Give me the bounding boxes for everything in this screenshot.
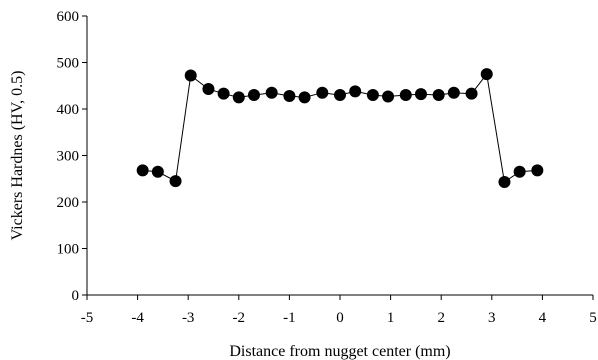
- x-tick-label: 3: [488, 310, 496, 326]
- axes: [82, 15, 594, 300]
- data-point: [513, 165, 526, 178]
- data-point: [265, 86, 278, 99]
- data-point: [382, 90, 395, 103]
- data-point: [334, 89, 346, 102]
- y-tick-label: 600: [57, 9, 80, 25]
- data-point: [202, 83, 215, 96]
- y-tick-label: 200: [57, 195, 80, 211]
- data-point: [531, 164, 544, 177]
- y-tick-label: 100: [57, 242, 80, 258]
- x-tick-label: -3: [182, 310, 195, 326]
- tick-labels: 0 100 200 300 400 500 600 -5 -4 -3 -2 -1 0 1 2 3 4 5: [57, 9, 597, 326]
- y-tick-label: 300: [57, 149, 80, 165]
- data-point: [316, 86, 329, 99]
- data-point: [480, 68, 493, 81]
- data-point: [349, 85, 362, 98]
- y-axis-title: Vickers Hardnes (HV, 0.5): [9, 71, 26, 241]
- data-point: [465, 87, 478, 100]
- y-tick-label: 500: [57, 56, 80, 72]
- data-point: [298, 91, 311, 104]
- y-tick-label: 0: [72, 288, 80, 304]
- x-tick-label: 2: [437, 310, 445, 326]
- data-point: [447, 86, 460, 99]
- x-tick-label: -1: [283, 310, 296, 326]
- x-tick-label: 0: [336, 310, 344, 326]
- data-point: [184, 69, 197, 82]
- x-axis-title: Distance from nugget center (mm): [229, 343, 450, 360]
- data-point: [414, 88, 427, 101]
- data-point: [366, 89, 379, 102]
- x-tick-label: -5: [81, 310, 94, 326]
- data-point: [283, 89, 296, 102]
- data-point: [432, 89, 445, 102]
- data-point: [232, 91, 245, 104]
- data-point: [151, 165, 164, 178]
- x-tick-label: 4: [539, 310, 547, 326]
- data-point: [217, 87, 230, 100]
- x-tick-label: -2: [233, 310, 246, 326]
- x-tick-label: 5: [589, 310, 597, 326]
- x-tick-label: 1: [387, 310, 395, 326]
- x-tick-label: -4: [131, 310, 144, 326]
- data-point: [136, 164, 149, 177]
- y-tick-label: 400: [57, 102, 80, 118]
- data-point: [169, 175, 182, 188]
- data-point: [498, 176, 511, 189]
- data-point: [399, 89, 412, 102]
- data-points: [136, 68, 544, 189]
- data-point: [247, 89, 260, 102]
